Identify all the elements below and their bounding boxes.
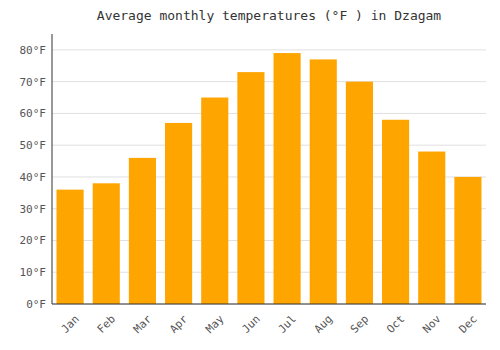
x-tick-label: Jan [59, 313, 82, 336]
y-tick-label: 60°F [20, 107, 47, 120]
y-axis: 0°F 10°F 20°F 30°F 40°F 50°F 60°F 70°F 80°F [20, 44, 487, 311]
bar [57, 190, 84, 304]
y-tick-label: 20°F [20, 234, 47, 247]
chart-title: Average monthly temperatures (°F ) in Dz… [97, 8, 442, 23]
y-tick-label: 30°F [20, 203, 47, 216]
x-tick-label: May [203, 312, 227, 336]
x-tick-label: Jul [276, 313, 299, 336]
bar [201, 98, 228, 304]
x-tick-label: Aug [312, 313, 335, 336]
grid-line [52, 81, 486, 82]
bar [274, 53, 301, 304]
bars [57, 53, 482, 304]
y-tick-label: 40°F [20, 171, 47, 184]
y-tick-label: 70°F [20, 76, 47, 89]
bar [237, 72, 264, 304]
bar [310, 59, 337, 304]
x-tick-label: Sep [348, 313, 371, 336]
x-tick-label: Feb [95, 313, 118, 336]
y-tick-label: 10°F [20, 266, 47, 279]
y-tick-label: 50°F [20, 139, 47, 152]
bar [346, 82, 373, 304]
bar [93, 183, 120, 304]
x-tick-label: Nov [420, 312, 444, 336]
bar [129, 158, 156, 304]
grid-line [52, 49, 486, 50]
x-tick-label: Dec [456, 313, 479, 336]
y-axis-line [52, 34, 53, 304]
y-tick-label: 80°F [20, 44, 47, 57]
x-tick-label: Apr [167, 312, 191, 336]
grid-line [52, 113, 486, 114]
chart-svg: Average monthly temperatures (°F ) in Dz… [0, 0, 500, 350]
bar [454, 177, 481, 304]
x-axis: Jan Feb Mar Apr May Jun Jul Aug Sep Oct Nov Dec [59, 312, 480, 336]
grid-line [52, 304, 486, 305]
x-tick-label: Mar [131, 312, 155, 336]
bar [165, 123, 192, 304]
chart-container: Average monthly temperatures (°F ) in Dz… [0, 0, 500, 350]
x-axis-line [52, 304, 486, 305]
grid-line [52, 145, 486, 146]
x-tick-label: Jun [239, 313, 262, 336]
y-tick-label: 0°F [26, 298, 46, 311]
bar [418, 152, 445, 304]
bar [382, 120, 409, 304]
x-tick-label: Oct [384, 313, 407, 336]
